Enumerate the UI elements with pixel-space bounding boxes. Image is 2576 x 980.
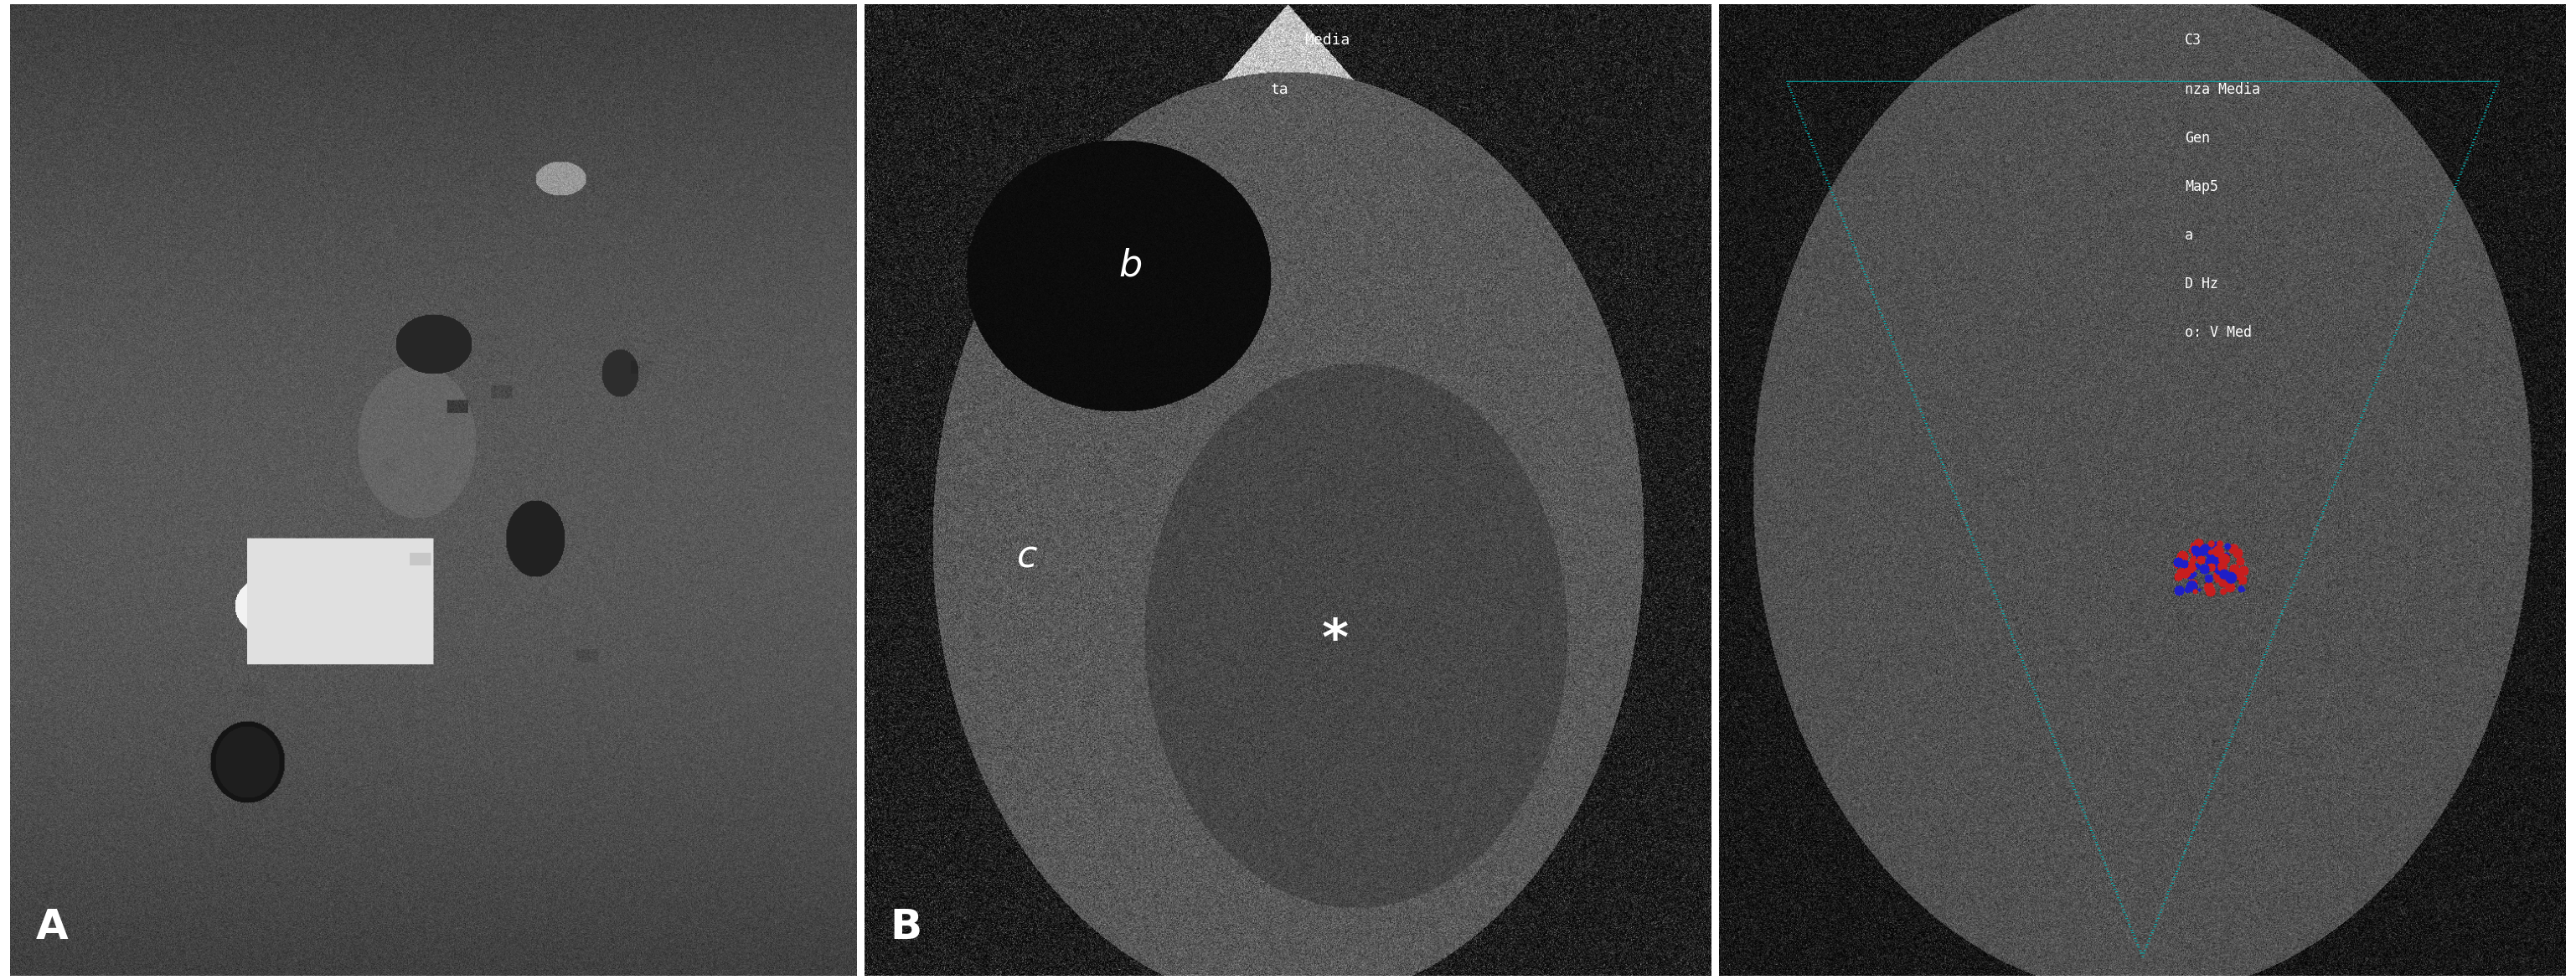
Text: Media: Media	[1306, 33, 1350, 48]
Text: D Hz: D Hz	[2184, 276, 2218, 291]
Text: a: a	[2184, 227, 2192, 243]
Text: Map5: Map5	[2184, 179, 2218, 194]
Text: C3: C3	[2184, 33, 2202, 48]
Text: A: A	[36, 906, 67, 947]
Text: Gen: Gen	[2184, 130, 2210, 145]
Text: ta: ta	[1270, 81, 1288, 97]
Text: o: V Med: o: V Med	[2184, 324, 2251, 340]
Text: B: B	[891, 906, 922, 947]
Text: *: *	[1321, 616, 1350, 666]
Text: b: b	[1118, 248, 1141, 283]
Text: nza Media: nza Media	[2184, 81, 2259, 97]
Text: c: c	[1018, 539, 1038, 575]
